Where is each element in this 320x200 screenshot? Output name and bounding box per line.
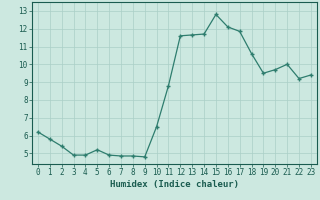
X-axis label: Humidex (Indice chaleur): Humidex (Indice chaleur) xyxy=(110,180,239,189)
